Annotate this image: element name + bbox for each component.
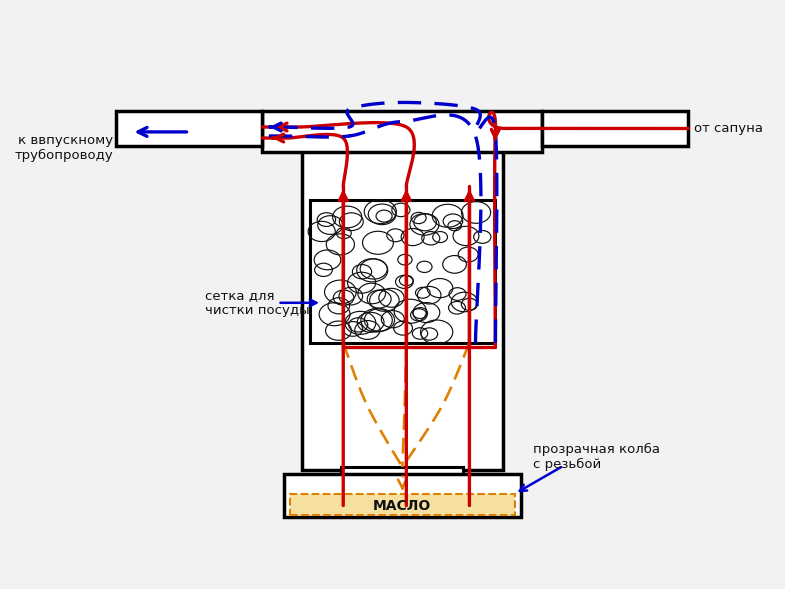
Bar <box>310 200 495 343</box>
Text: к ввпускному
трубопроводу: к ввпускному трубопроводу <box>15 134 113 163</box>
Text: сетка для
чистки посуды: сетка для чистки посуды <box>205 289 309 317</box>
Bar <box>542 111 688 145</box>
Bar <box>302 138 502 470</box>
Bar <box>290 494 515 515</box>
Text: прозрачная колба
с резьбой: прозрачная колба с резьбой <box>533 443 660 471</box>
Bar <box>341 467 463 475</box>
Text: от сапуна: от сапуна <box>694 122 763 135</box>
Bar <box>116 111 262 145</box>
Text: МАСЛО: МАСЛО <box>373 499 432 513</box>
Bar <box>262 111 542 153</box>
Bar <box>283 474 521 517</box>
